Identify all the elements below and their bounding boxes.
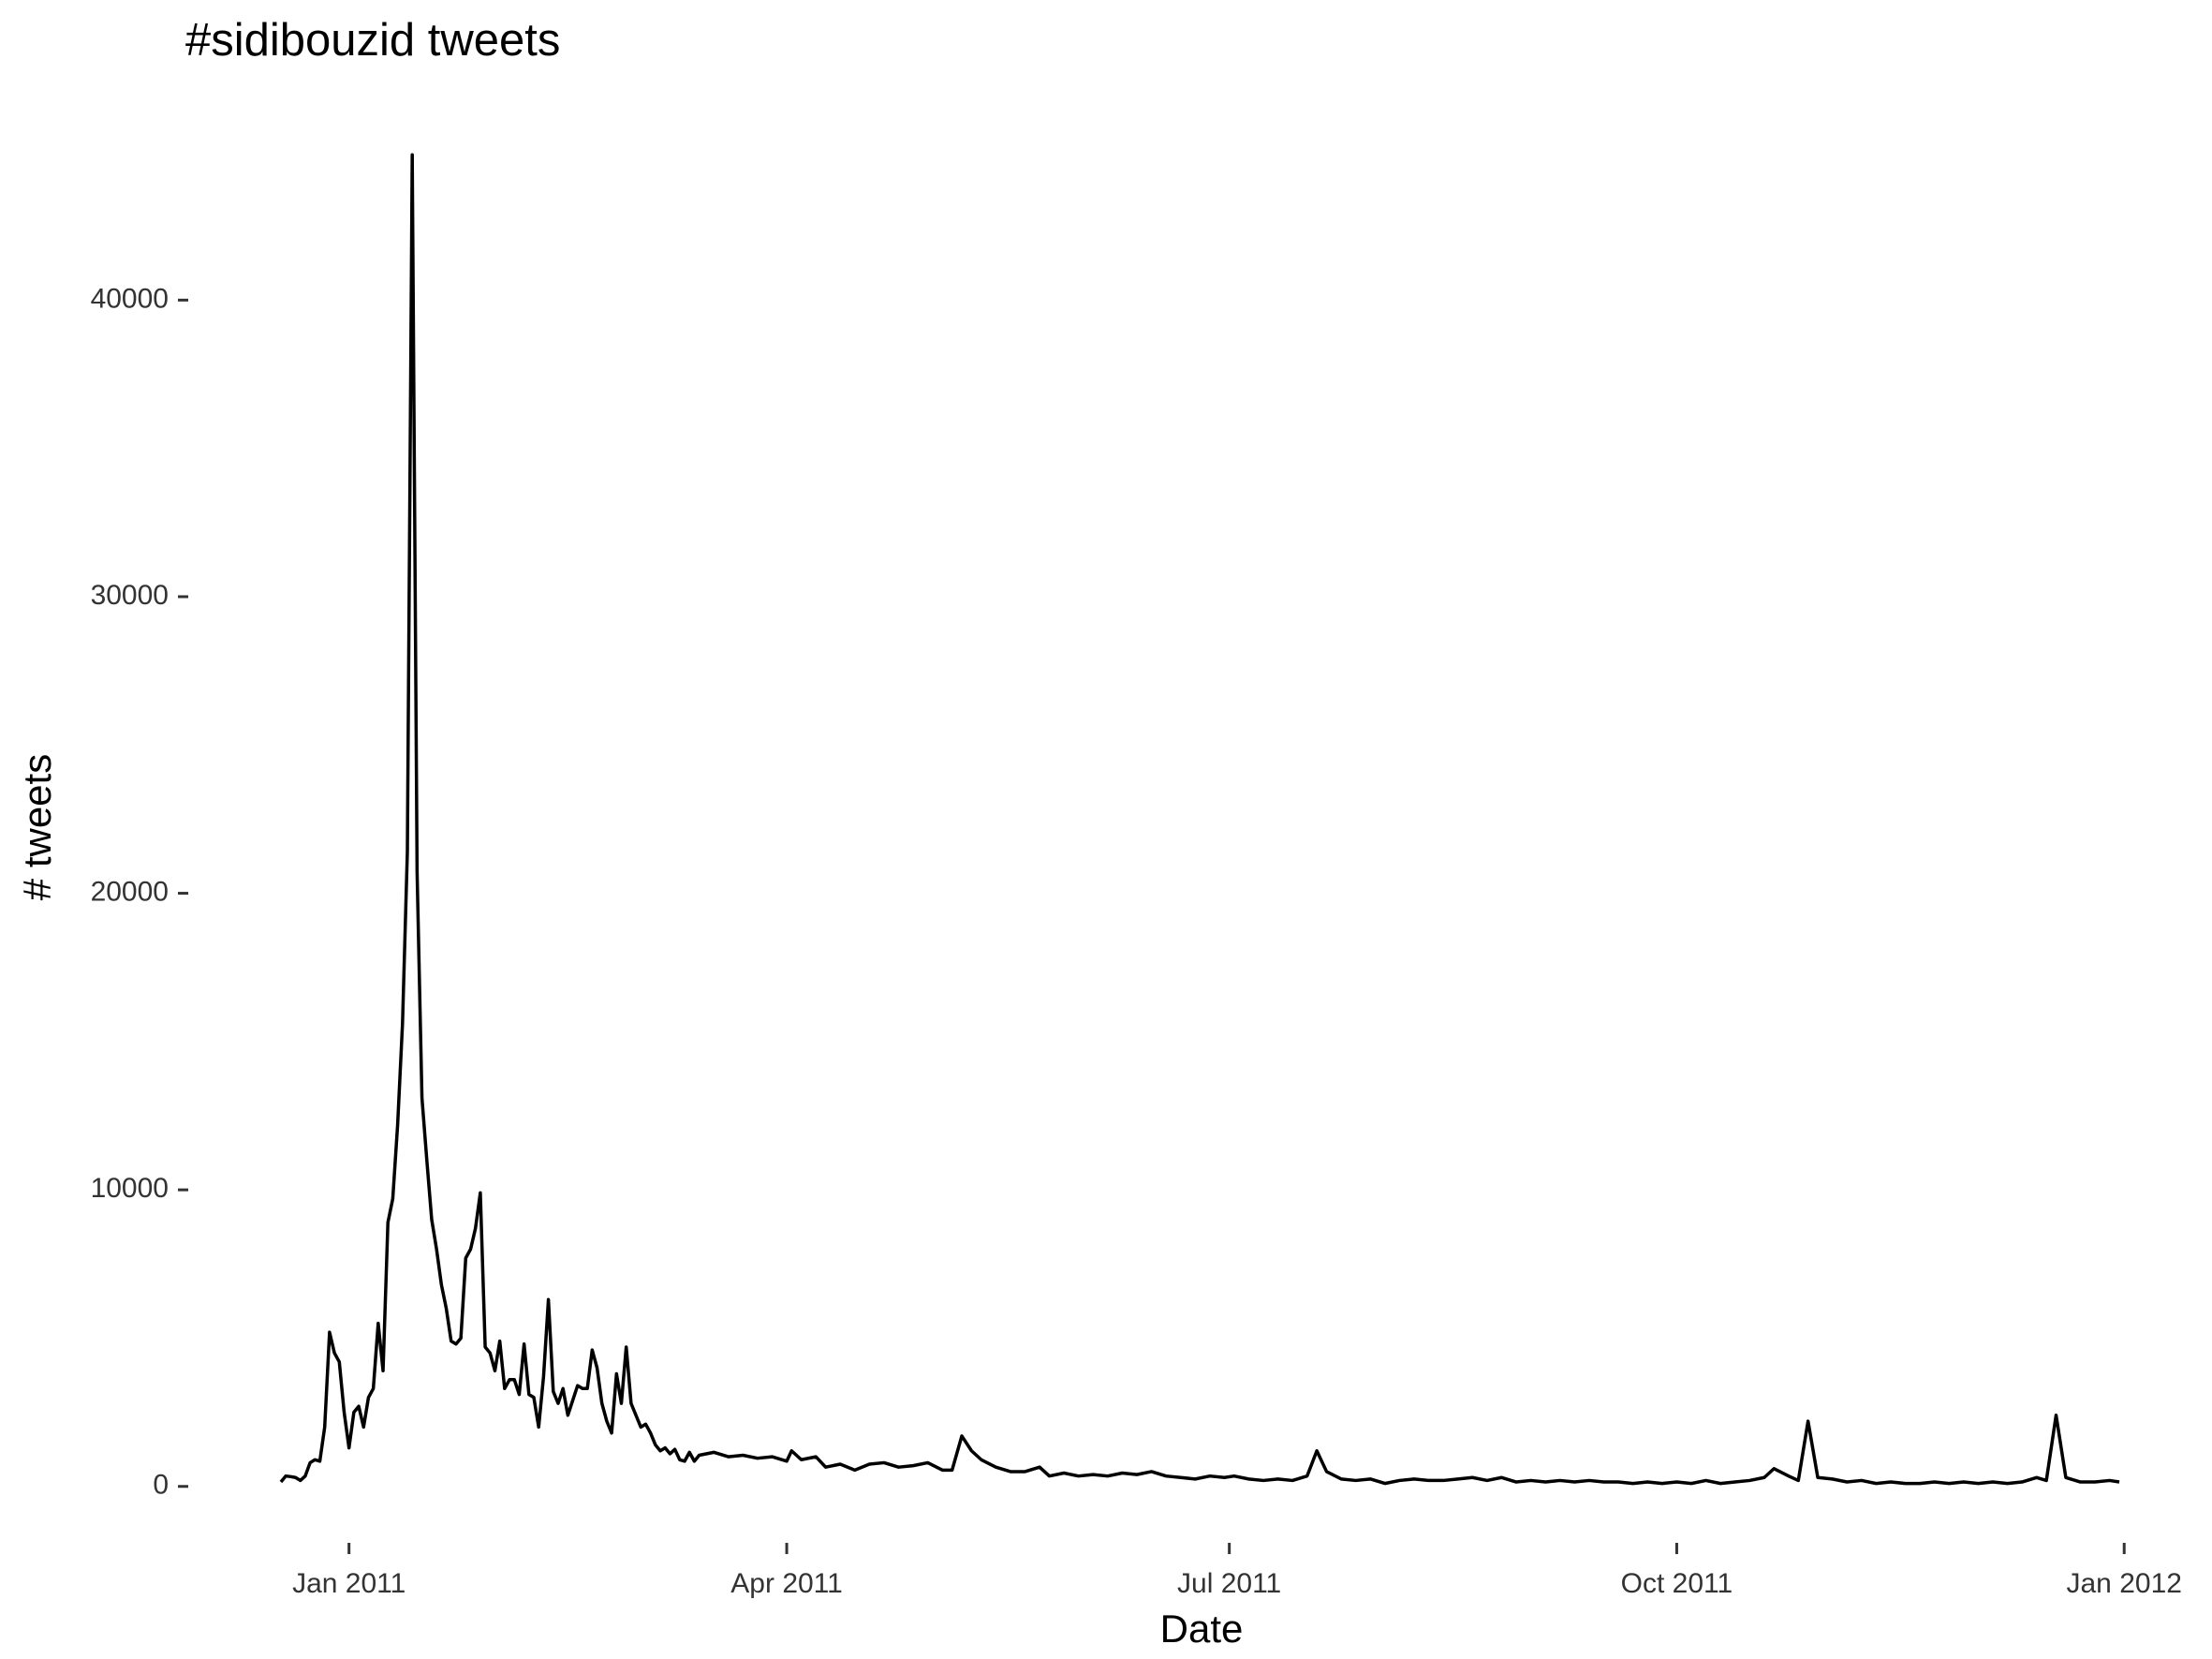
- x-tick-label: Apr 2011: [730, 1568, 843, 1599]
- x-tick-label: Jan 2012: [2067, 1568, 2182, 1599]
- x-tick-label: Oct 2011: [1621, 1568, 1733, 1599]
- y-tick-label: 10000: [91, 1173, 169, 1204]
- y-tick-label: 20000: [91, 876, 169, 907]
- x-tick-label: Jul 2011: [1177, 1568, 1281, 1599]
- line: [279, 153, 2120, 1486]
- x-axis-title: Date: [1160, 1607, 1244, 1651]
- chart-title: #sidibouzid tweets: [185, 15, 560, 66]
- y-axis-title: # tweets: [15, 754, 59, 900]
- x-tick-label: Jan 2011: [292, 1568, 406, 1599]
- y-tick-label: 0: [153, 1470, 169, 1501]
- y-tick-label: 30000: [91, 580, 169, 611]
- y-tick-label: 40000: [91, 283, 169, 314]
